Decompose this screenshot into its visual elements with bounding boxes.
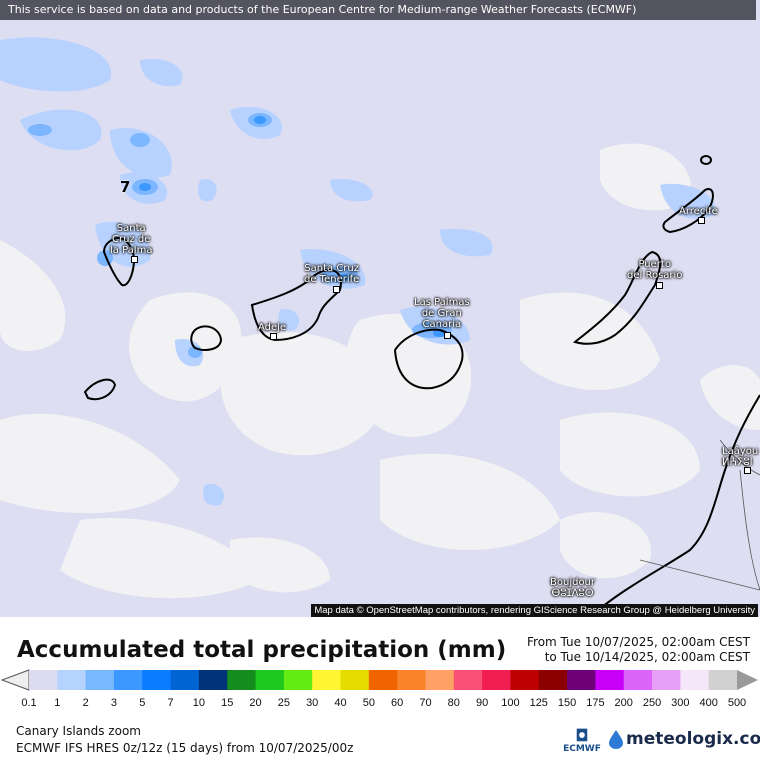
scale-swatch [623,670,653,690]
scale-tick-label: 7 [167,697,174,709]
map-attribution: Map data © OpenStreetMap contributors, r… [311,604,758,617]
scale-swatch [510,670,540,690]
forecast-period: From Tue 10/07/2025, 02:00am CEST to Tue… [527,635,750,665]
city-marker [656,282,663,289]
scale-swatch [538,670,568,690]
scale-tick-label: 70 [419,697,432,709]
city-label-santa-cruz-de-la-palma: Santa Cruz de la Palma [110,223,153,256]
city-label-arrecife: Arrecife [679,206,718,217]
scale-swatch [312,670,342,690]
legend-title: Accumulated total precipitation (mm) [17,637,507,663]
scale-swatch [170,670,200,690]
scale-swatch [595,670,625,690]
scale-swatch [255,670,285,690]
scale-tick-label: 2 [82,697,89,709]
scale-tick-label: 50 [362,697,375,709]
ecmwf-notice-banner: This service is based on data and produc… [0,0,756,20]
ecmwf-logo: ◘ ECMWF [562,726,602,755]
model-info: ECMWF IFS HRES 0z/12z (15 days) from 10/… [16,741,354,755]
city-label-las-palmas: Las Palmas de Gran Canaria [414,297,470,330]
scale-swatch [57,670,87,690]
scale-tick-label: 5 [139,697,146,709]
scale-swatch [453,670,483,690]
scale-tick-label: 60 [391,697,404,709]
dry-areas [0,143,760,599]
scale-tick-label: 15 [221,697,234,709]
scale-tick-label: 3 [110,697,118,709]
meteologix-drop-icon [609,730,623,749]
scale-tick-label: 80 [447,697,460,709]
city-label-santa-cruz-de-tenerife: Santa Cruz de Tenerife [304,263,360,285]
ecmwf-logo-text: ECMWF [563,744,601,754]
city-label-boujdour: Boujdour ⴱⵓⵊⴷⵓⵔ [550,577,596,599]
city-marker [444,332,451,339]
city-marker [131,256,138,263]
scale-tick-label: 0.1 [21,697,37,709]
scale-swatch [680,670,710,690]
scale-swatch [482,670,511,690]
color-scale-bar [0,669,758,691]
scale-tick-label: 25 [277,697,290,709]
scale-tick-label: 175 [586,697,605,709]
meteologix-logo-text: meteologix.com [626,729,760,749]
city-marker [698,217,705,224]
scale-tick-label: 400 [699,697,718,709]
precip-3mm [139,116,447,337]
scale-arrow-left [0,669,30,691]
city-label-adeje: Adeje [258,322,287,333]
period-to: to Tue 10/14/2025, 02:00am CEST [544,650,750,664]
scale-tick-label: 90 [475,697,489,709]
scale-arrow-right [737,670,758,690]
scale-tick-label: 150 [557,697,577,709]
scale-swatch [368,670,398,690]
scale-tick-label: 200 [614,697,633,709]
period-from: From Tue 10/07/2025, 02:00am CEST [527,635,750,649]
region-label: Canary Islands zoom [16,724,141,738]
scale-swatch [113,670,143,690]
scale-tick-label: 125 [529,697,548,709]
color-scale-ticks: 0.1 1 2 3 5 7 10 15 20 25 30 40 50 60 70 80 90 100 125 150 1… [0,697,760,711]
ecmwf-logo-icon: ◘ [575,726,589,745]
scale-swatch [425,670,455,690]
scale-swatch [283,670,313,690]
scale-swatch [198,670,228,690]
scale-swatch [227,670,257,690]
scale-tick-label: 1 [54,697,61,709]
scale-swatch [340,670,370,690]
city-label-puerto-del-rosario: Puerto del Rosario [627,259,683,281]
city-marker [333,286,340,293]
city-marker [744,467,751,474]
map-layer [0,37,760,617]
scale-swatch [397,670,426,690]
scale-tick-label: 20 [249,697,262,709]
scale-swatch [85,670,115,690]
scale-swatch [142,670,172,690]
scale-tick-label: 300 [671,697,690,709]
scale-swatch [652,670,681,690]
city-marker [270,333,277,340]
scale-tick-label: 40 [334,697,347,709]
scale-swatch [29,670,58,690]
scale-tick-label: 250 [642,697,662,709]
scale-tick-label: 100 [501,697,520,709]
scale-swatch [567,670,596,690]
precipitation-map[interactable]: This service is based on data and produc… [0,0,760,617]
meteologix-logo[interactable]: meteologix.com [608,729,760,749]
scale-tick-label: 30 [306,697,319,709]
scale-tick-label: 500 [727,697,747,709]
city-label-laayoune: Laâyou ⵍⵄⵢⵓⵏ [722,446,759,468]
scale-tick-label: 10 [192,697,206,709]
max-value-label: 7 [120,178,131,196]
scale-swatch [708,670,738,690]
borders-roads [639,439,760,591]
